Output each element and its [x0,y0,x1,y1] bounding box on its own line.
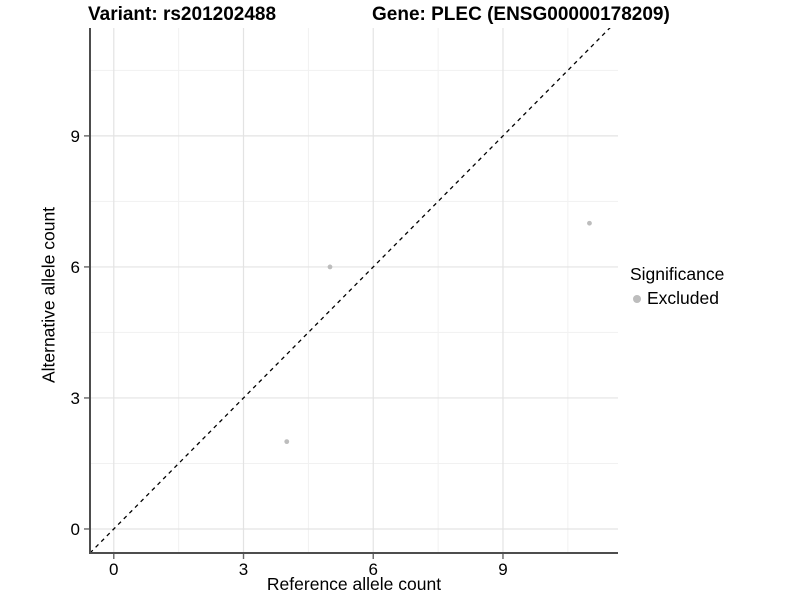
legend-item-label: Excluded [647,288,719,308]
data-point [587,220,592,226]
identity-reference-line [90,28,611,553]
x-axis-title: Reference allele count [266,574,442,594]
y-tick-label: 0 [71,520,80,539]
y-tick-label: 9 [71,127,80,146]
x-tick-label: 0 [109,560,118,579]
plot-title-variant: Variant: rs201202488 [88,4,277,25]
x-tick-label: 3 [239,560,248,579]
y-axis-title: Alternative allele count [38,206,59,384]
plot-title-gene: Gene: PLEC (ENSG00000178209) [372,4,670,25]
x-tick-label: 6 [369,560,378,579]
legend-point-icon [633,294,641,303]
y-tick-label: 6 [71,258,80,277]
legend-item-excluded: Excluded [630,288,724,309]
x-tick-label: 9 [498,560,507,579]
legend-title: Significance [630,264,725,284]
data-point [327,264,333,270]
legend: Significance Excluded [630,264,724,309]
data-point [284,439,290,445]
y-tick-label: 3 [71,389,80,408]
